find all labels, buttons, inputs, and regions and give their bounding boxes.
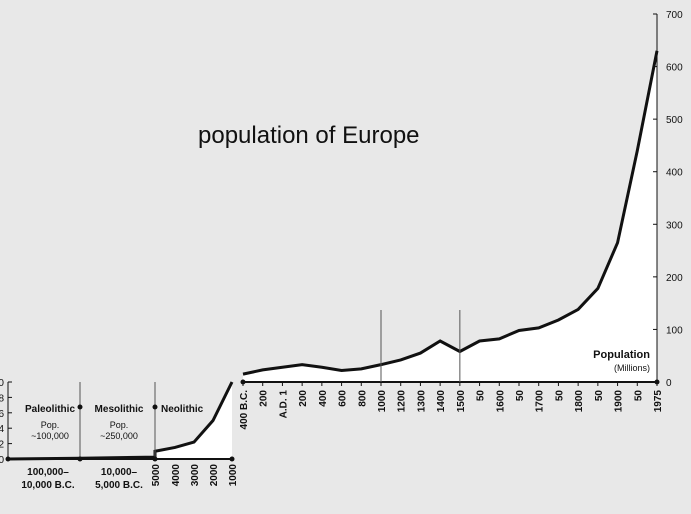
prehistory-y-tick-label: 10	[0, 378, 4, 389]
period-pop-label: Pop.	[41, 420, 60, 430]
prehistory-axis-dot	[229, 456, 235, 462]
prehistory-axis-dot	[152, 456, 158, 462]
prehistory-x-label: 5,000 B.C.	[95, 480, 143, 491]
historic-x-tick-label: 1300	[416, 390, 427, 413]
historic-x-tick-label: A.D. 1	[278, 390, 289, 419]
historic-y-tick-label: 600	[666, 63, 683, 74]
historic-x-tick-label: 200	[298, 390, 309, 407]
historic-x-tick-label: 1600	[495, 390, 506, 413]
historic-x-tick-label: 1200	[397, 390, 408, 413]
period-label: Neolithic	[161, 404, 204, 415]
prehistory-x-label: 2000	[209, 464, 220, 487]
historic-line	[242, 50, 659, 376]
prehistory-axis-dot	[5, 456, 11, 462]
historic-x-tick-label: 1400	[436, 390, 447, 413]
prehistory-y-tick-label: 0	[0, 455, 4, 466]
historic-x-tick-label: 400 B.C.	[239, 390, 250, 430]
period-marker	[77, 404, 83, 410]
period-pop-value: ~250,000	[100, 431, 138, 441]
historic-y-tick-label: 400	[666, 168, 683, 179]
historic-x-tick-label: 800	[357, 390, 368, 407]
historic-area	[243, 50, 657, 383]
prehistory-y-tick-label: 8	[0, 393, 4, 404]
population-unit-label: Population	[593, 349, 650, 361]
period-pop-label: Pop.	[110, 420, 129, 430]
historic-x-tick-label: 50	[554, 390, 565, 402]
prehistory-x-label: 10,000 B.C.	[21, 480, 75, 491]
prehistory-x-label: 5000	[151, 464, 162, 487]
prehistory-axis-dot	[77, 456, 83, 462]
chart-title: population of Europe	[198, 122, 420, 149]
historic-x-tick-label: 1000	[377, 390, 388, 413]
period-pop-value: ~100,000	[31, 431, 69, 441]
historic-y-tick-label: 700	[666, 10, 683, 21]
period-label: Mesolithic	[95, 404, 144, 415]
prehistory-x-label: 1000	[228, 464, 239, 487]
historic-y-tick-label: 0	[666, 378, 672, 389]
historic-x-tick-label: 1500	[456, 390, 467, 413]
prehistory-x-label: 100,000–	[27, 467, 69, 478]
prehistory-y-tick-label: 2	[0, 440, 4, 451]
historic-x-tick-label: 50	[515, 390, 526, 402]
prehistory-y-tick-label: 6	[0, 409, 4, 420]
historic-x-tick-label: 200	[259, 390, 270, 407]
prehistory-x-label: 3000	[190, 464, 201, 487]
historic-x-tick-label: 50	[476, 390, 487, 402]
historic-y-tick-label: 200	[666, 273, 683, 284]
historic-x-tick-label: 50	[594, 390, 605, 402]
historic-y-tick-label: 500	[666, 115, 683, 126]
population-unit-sublabel: (Millions)	[614, 363, 650, 373]
period-label: Paleolithic	[25, 404, 75, 415]
historic-x-tick-label: 1975	[653, 390, 664, 413]
historic-x-tick-label: 400	[318, 390, 329, 407]
historic-x-tick-label: 1900	[614, 390, 625, 413]
prehistory-x-label: 4000	[171, 464, 182, 487]
historic-x-tick-label: 1700	[535, 390, 546, 413]
period-marker	[152, 404, 158, 410]
historic-x-tick-label: 1800	[574, 390, 585, 413]
historic-x-tick-label: 50	[633, 390, 644, 402]
prehistory-x-label: 10,000–	[101, 467, 138, 478]
historic-x-tick-label: 600	[338, 390, 349, 407]
historic-y-tick-label: 300	[666, 220, 683, 231]
prehistory-area	[8, 382, 232, 459]
historic-y-tick-label: 100	[666, 325, 683, 336]
prehistory-y-tick-label: 4	[0, 424, 4, 435]
